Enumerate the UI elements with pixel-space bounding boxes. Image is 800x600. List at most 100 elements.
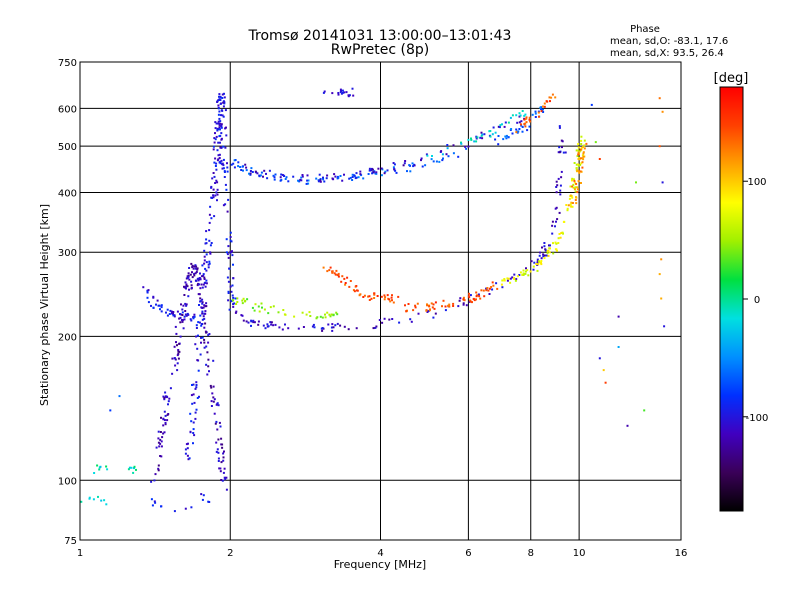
data-point bbox=[316, 316, 319, 319]
data-point bbox=[160, 416, 162, 419]
data-point bbox=[170, 310, 173, 313]
data-point bbox=[202, 306, 205, 309]
data-point bbox=[185, 314, 188, 317]
data-point bbox=[229, 231, 232, 234]
data-point bbox=[217, 154, 220, 157]
data-point bbox=[191, 276, 194, 279]
data-point bbox=[447, 304, 450, 307]
data-point bbox=[227, 280, 230, 283]
data-point bbox=[528, 116, 531, 119]
data-point bbox=[249, 173, 252, 176]
data-point bbox=[428, 305, 431, 308]
data-point bbox=[515, 278, 518, 281]
data-point bbox=[348, 94, 351, 97]
data-point bbox=[577, 163, 579, 166]
stats-title: Phase bbox=[630, 24, 660, 35]
data-point bbox=[230, 240, 233, 243]
data-point bbox=[529, 120, 532, 123]
data-point bbox=[229, 236, 232, 238]
data-point bbox=[207, 334, 210, 337]
y-axis-label: Stationary phase Virtual Height [km] bbox=[38, 204, 51, 406]
data-point bbox=[558, 126, 561, 129]
data-points bbox=[80, 87, 666, 513]
data-point bbox=[556, 184, 559, 187]
data-point bbox=[509, 116, 512, 119]
data-point bbox=[220, 96, 222, 99]
data-point bbox=[160, 455, 163, 458]
data-point bbox=[213, 215, 216, 218]
data-point bbox=[212, 145, 215, 148]
data-point bbox=[256, 172, 259, 175]
data-point bbox=[215, 420, 218, 423]
data-point bbox=[438, 160, 441, 163]
data-point bbox=[263, 169, 266, 172]
data-point bbox=[192, 267, 195, 270]
data-point bbox=[575, 202, 578, 205]
data-point bbox=[661, 181, 664, 184]
data-point bbox=[150, 304, 152, 307]
data-point bbox=[465, 147, 468, 150]
data-point bbox=[212, 400, 215, 403]
data-point bbox=[569, 185, 572, 188]
data-point bbox=[391, 294, 393, 297]
data-point bbox=[312, 323, 315, 326]
data-point bbox=[173, 510, 176, 513]
data-point bbox=[221, 443, 224, 446]
data-point bbox=[218, 93, 221, 96]
data-point bbox=[575, 163, 578, 166]
data-point bbox=[367, 295, 370, 298]
data-point bbox=[521, 110, 524, 112]
data-point bbox=[185, 304, 188, 307]
data-point bbox=[536, 258, 539, 261]
data-point bbox=[523, 118, 526, 121]
data-point bbox=[220, 159, 223, 162]
data-point bbox=[489, 135, 492, 138]
data-point bbox=[190, 319, 193, 322]
data-point bbox=[218, 157, 221, 159]
y-tick-label: 400 bbox=[58, 188, 77, 199]
data-point bbox=[383, 294, 386, 297]
data-point bbox=[324, 313, 326, 316]
data-point bbox=[198, 321, 201, 324]
data-point bbox=[222, 158, 225, 161]
data-point bbox=[534, 112, 537, 115]
data-point bbox=[324, 316, 327, 319]
data-point bbox=[241, 314, 244, 317]
x-tick-label: 8 bbox=[528, 548, 534, 559]
data-point bbox=[317, 179, 320, 182]
data-point bbox=[511, 114, 514, 117]
data-point bbox=[213, 137, 216, 140]
colorbar-tick-label: -100 bbox=[746, 413, 769, 424]
data-point bbox=[348, 285, 351, 288]
data-point bbox=[356, 289, 358, 292]
data-point bbox=[206, 351, 209, 354]
data-point bbox=[175, 332, 178, 335]
data-point bbox=[194, 417, 197, 420]
data-point bbox=[339, 91, 342, 94]
data-point bbox=[250, 324, 252, 327]
data-point bbox=[221, 109, 224, 112]
data-point bbox=[244, 299, 247, 302]
data-point bbox=[424, 164, 427, 167]
data-point bbox=[658, 97, 661, 100]
data-point bbox=[579, 163, 582, 166]
data-point bbox=[540, 260, 543, 262]
data-point bbox=[555, 242, 558, 245]
data-point bbox=[525, 117, 528, 120]
x-tick-label: 16 bbox=[675, 548, 688, 559]
data-point bbox=[186, 447, 189, 450]
data-point bbox=[192, 428, 195, 431]
data-point bbox=[217, 141, 220, 144]
data-point bbox=[195, 279, 198, 282]
data-point bbox=[577, 151, 580, 154]
data-point bbox=[526, 269, 529, 272]
data-point bbox=[233, 166, 236, 169]
data-point bbox=[579, 170, 582, 173]
data-point bbox=[146, 289, 149, 292]
data-point bbox=[164, 421, 167, 424]
data-point bbox=[457, 305, 460, 308]
data-point bbox=[478, 295, 481, 298]
data-point bbox=[354, 177, 357, 180]
data-point bbox=[525, 267, 527, 270]
data-point bbox=[118, 395, 121, 398]
